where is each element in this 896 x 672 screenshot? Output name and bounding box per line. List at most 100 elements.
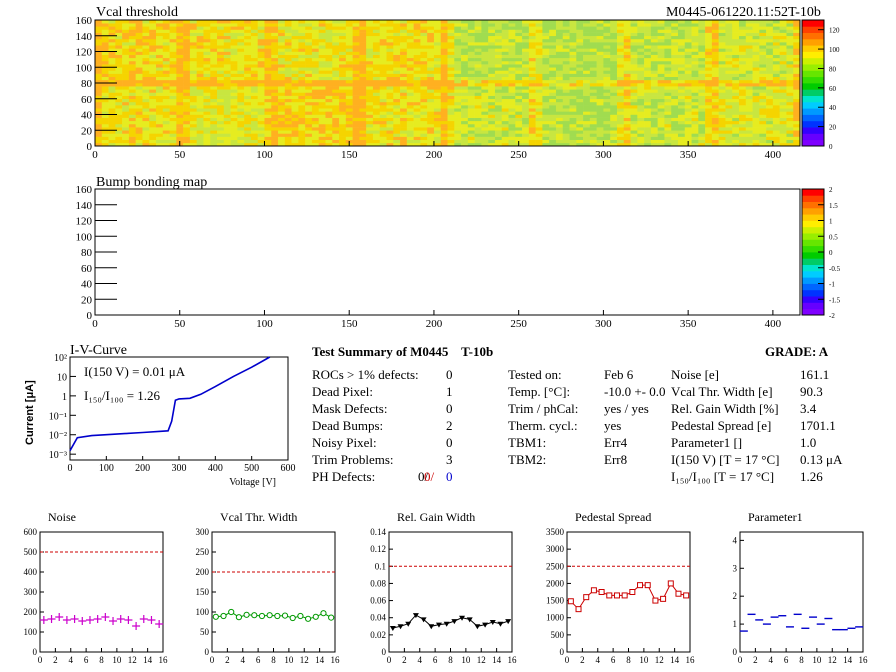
vcal-cell [325,70,333,74]
vcal-cell [345,117,353,122]
vcal-cell [325,23,333,27]
small-plot-title: Noise [48,510,76,524]
palette-swatch [802,64,824,71]
vcal-cell [467,130,475,134]
vcal-cell [406,32,414,37]
vcal-cell [637,23,645,27]
vcal-cell [725,45,733,49]
vcal-cell [684,86,692,90]
small-plot-y-tick: 0.12 [370,544,386,554]
vcal-cell [481,60,489,65]
vcal-cell [189,133,197,137]
vcal-cell [610,123,618,128]
vcal-cell [359,42,367,46]
vcal-cell [156,64,164,68]
vcal-cell [406,98,414,103]
vcal-cell [474,54,482,59]
vcal-cell [535,101,543,106]
vcal-cell [339,142,347,147]
vcal-map-title: Vcal threshold [96,5,179,20]
vcal-cell [623,35,631,40]
vcal-cell [135,98,143,103]
vcal-cell [542,108,550,112]
palette-tick-label: 80 [829,65,837,73]
vcal-cell [528,89,536,93]
vcal-cell [488,79,496,84]
vcal-cell [562,26,570,30]
vcal-cell [176,54,184,59]
vcal-cell [271,120,279,125]
vcal-cell [474,42,482,46]
vcal-cell [189,35,197,40]
vcal-cell [128,105,136,109]
vcal-cell [264,76,272,81]
vcal-cell [555,83,564,87]
vcal-cell [684,83,692,87]
vcal-cell [142,32,150,37]
vcal-cell [555,67,564,71]
vcal-cell [108,23,116,27]
vcal-cell [535,26,543,30]
x-tick-label: 350 [680,149,697,161]
palette-tick-label: 2 [829,186,833,194]
small-plot-x-tick: 6 [84,655,89,665]
vcal-cell [189,142,197,147]
vcal-cell [677,101,686,106]
vcal-cell [264,48,272,52]
result-row-value: 1.26 [800,469,823,484]
vcal-cell [616,130,625,134]
vcal-cell [461,95,469,100]
vcal-cell [189,92,197,96]
vcal-cell [542,35,550,40]
vcal-cell [508,111,516,115]
vcal-cell [413,67,421,71]
vcal-cell [372,142,381,147]
vcal-cell [169,76,177,81]
vcal-cell [732,89,740,93]
vcal-cell [691,83,699,87]
vcal-cell [610,127,618,131]
vcal-cell [461,86,469,90]
vcal-cell [210,142,218,147]
vcal-cell [711,108,719,112]
vcal-cell [427,101,435,106]
vcal-cell [298,89,306,93]
vcal-cell [352,64,360,68]
vcal-cell [732,32,740,37]
vcal-cell [101,54,109,59]
result-row-label: Pedestal Spread [e] [671,418,772,433]
vcal-cell [420,83,428,87]
vcal-cell [128,133,136,137]
vcal-cell [128,111,136,115]
vcal-cell [474,123,482,128]
vcal-cell [440,70,448,74]
vcal-cell [752,83,760,87]
vcal-cell [793,29,801,33]
vcal-cell [508,73,516,77]
vcal-cell [257,98,265,103]
vcal-cell [684,127,692,131]
vcal-cell [298,23,306,27]
vcal-cell [311,20,319,24]
vcal-cell [467,98,475,103]
small-plot-x-tick: 8 [99,655,104,665]
vcal-cell [332,142,340,147]
vcal-cell [766,70,774,74]
vcal-cell [156,51,164,55]
vcal-cell [176,117,184,122]
y-tick-label: 60 [81,263,93,275]
vcal-cell [311,98,319,103]
vcal-cell [332,51,340,55]
vcal-cell [501,76,509,81]
vcal-cell [278,42,286,46]
vcal-cell [637,79,645,84]
vcal-cell [461,123,469,128]
vcal-cell [732,54,740,59]
vcal-cell [718,108,726,112]
vcal-cell [705,86,713,90]
vcal-cell [196,95,204,100]
vcal-cell [759,83,767,87]
vcal-cell [501,114,509,118]
vcal-cell [555,79,564,84]
vcal-cell [298,92,306,96]
